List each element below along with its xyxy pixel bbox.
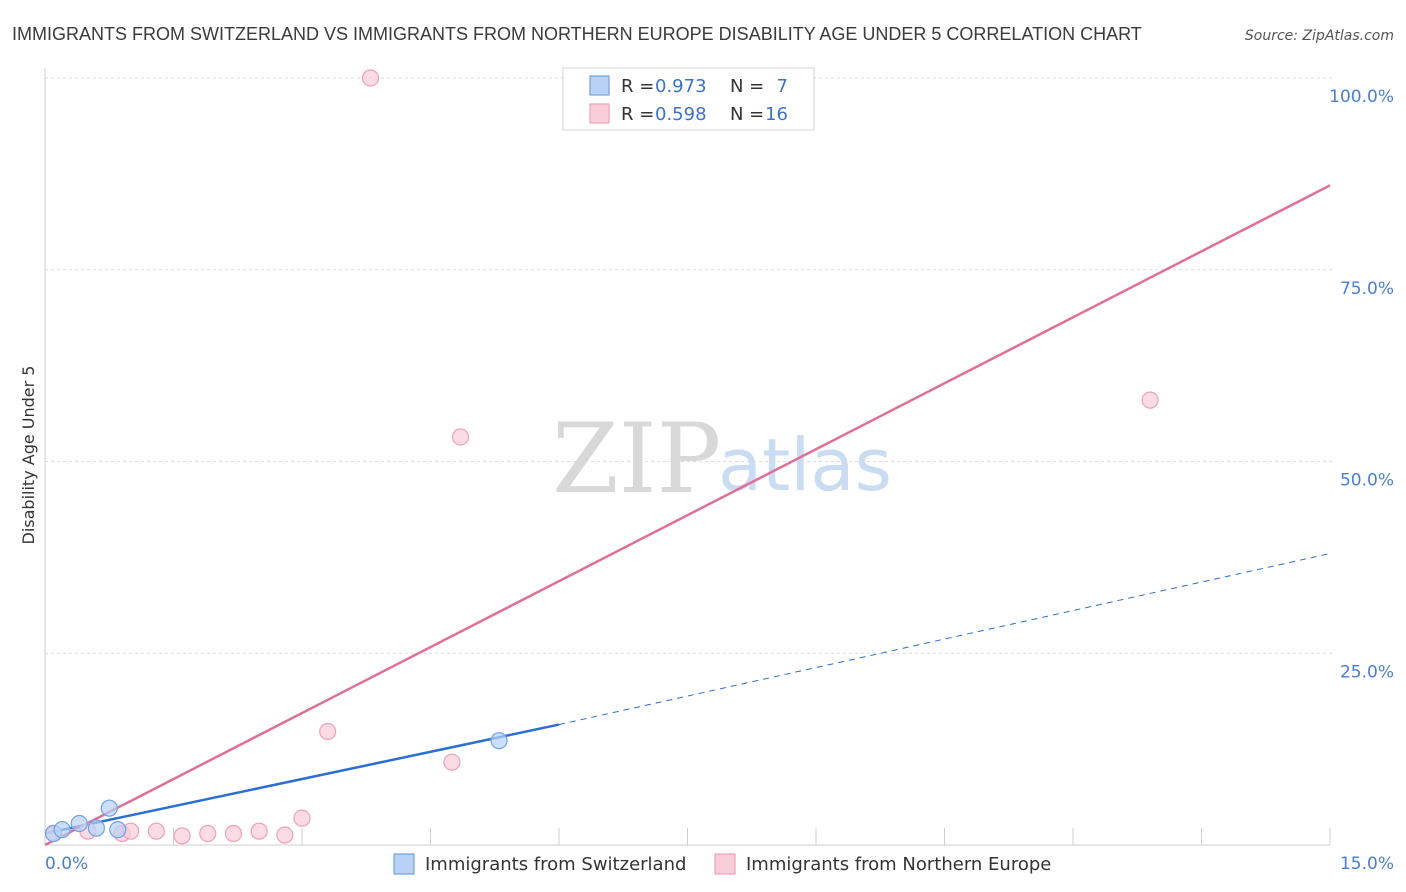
legend-r-value: 0.598 [655,104,707,125]
point-switzerland [109,821,127,839]
legend-r-value: 0.973 [655,76,707,97]
legend-swatch [589,103,610,124]
point-northern-europe [451,428,470,446]
legend-series: Immigrants from Switzerland Immigrants fr… [393,853,1051,875]
point-northern-europe [173,827,191,845]
x-tick-labels: 0.0% 15.0% [45,854,1394,874]
legend-n-value: 16 [765,104,788,125]
legend-swatch-bottom [714,853,736,875]
y-tick-label: 100.0% [1329,87,1394,107]
legend-swatch-bottom [393,853,415,875]
x-tick-label: 15.0% [1340,854,1394,874]
point-switzerland [70,814,88,833]
point-switzerland [87,819,106,837]
legend-r-label: R = [621,76,654,97]
legend-stats: R = 0.973 N = 7 R = 0.598 N = 16 [562,67,815,131]
point-northern-europe [361,69,380,87]
point-northern-europe [199,824,217,843]
axes [44,68,1331,846]
y-tick-labels: 100.0% 75.0% 50.0% 25.0% [1329,87,1394,682]
y-tick-label: 25.0% [1340,662,1394,682]
legend-series-label: Immigrants from Switzerland [425,854,686,875]
y-tick-label: 75.0% [1340,279,1394,299]
point-northern-europe [276,826,294,844]
point-northern-europe [224,824,243,843]
chart-source: Source: ZipAtlas.com [1245,28,1394,44]
legend-r-label: R = [621,104,654,125]
trendlines [44,184,1331,847]
y-tick-label: 50.0% [1340,471,1394,491]
x-tick-label: 0.0% [45,854,88,874]
point-northern-europe [1141,391,1159,409]
point-northern-europe [293,809,311,827]
trendline-northern-europe [44,184,1331,847]
chart-title: IMMIGRANTS FROM SWITZERLAND VS IMMIGRANT… [12,24,1142,44]
legend-n-value: 7 [777,76,788,97]
legend-series-label: Immigrants from Northern Europe [746,854,1051,875]
data-points [44,69,1159,845]
trendline-extension-switzerland [558,553,1331,726]
point-northern-europe [319,722,337,741]
watermark-zip: ZIP [552,403,721,515]
gridlines [45,77,1332,654]
point-switzerland [53,821,71,839]
trendline-switzerland [44,723,560,835]
legend-swatch [589,75,610,96]
y-axis-label: Disability Age Under 5 [19,366,38,545]
watermark: ZIP atlas [552,403,892,515]
point-switzerland [100,799,118,817]
point-northern-europe [250,822,268,840]
point-switzerland [490,732,508,750]
point-northern-europe [147,822,165,840]
legend-n-label: N = [730,76,764,97]
watermark-atlas: atlas [718,423,892,507]
point-northern-europe [443,753,461,771]
legend-n-label: N = [730,104,764,125]
